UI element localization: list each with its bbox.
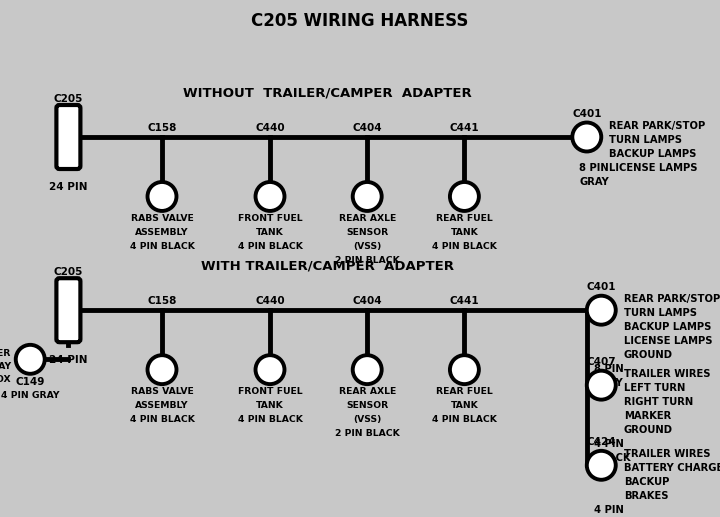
Circle shape [148,355,176,384]
Circle shape [353,182,382,211]
Text: BACKUP LAMPS: BACKUP LAMPS [624,322,711,332]
Text: SENSOR: SENSOR [346,401,388,410]
Text: 24 PIN: 24 PIN [49,182,88,192]
Text: BLACK: BLACK [594,453,631,463]
Text: C404: C404 [352,296,382,306]
Text: 4 PIN: 4 PIN [594,439,624,449]
Text: 4 PIN GRAY: 4 PIN GRAY [1,391,60,400]
Text: REAR AXLE: REAR AXLE [338,214,396,223]
Text: 4 PIN BLACK: 4 PIN BLACK [432,242,497,251]
Text: GROUND: GROUND [624,424,672,435]
Circle shape [256,355,284,384]
Circle shape [572,123,601,151]
Text: C158: C158 [148,296,176,306]
Text: FRONT FUEL: FRONT FUEL [238,214,302,223]
Circle shape [450,355,479,384]
Text: TANK: TANK [256,228,284,237]
Text: REAR PARK/STOP: REAR PARK/STOP [624,294,720,303]
Circle shape [148,182,176,211]
Text: 4 PIN BLACK: 4 PIN BLACK [238,242,302,251]
Text: GROUND: GROUND [624,349,672,360]
Text: C440: C440 [255,123,285,133]
Text: TRAILER WIRES: TRAILER WIRES [624,449,710,459]
Text: TANK: TANK [451,228,478,237]
Text: BOX: BOX [0,375,11,384]
Text: REAR PARK/STOP: REAR PARK/STOP [609,120,706,130]
Circle shape [256,182,284,211]
Text: GRAY: GRAY [594,378,624,388]
Circle shape [587,296,616,325]
Text: BATTERY CHARGE: BATTERY CHARGE [624,463,720,473]
Text: TURN LAMPS: TURN LAMPS [624,308,697,318]
Text: LEFT TURN: LEFT TURN [624,383,685,393]
Text: TANK: TANK [256,401,284,410]
Text: WITH TRAILER/CAMPER  ADAPTER: WITH TRAILER/CAMPER ADAPTER [201,260,454,273]
Text: C424: C424 [587,437,616,447]
Text: FRONT FUEL: FRONT FUEL [238,387,302,396]
Text: 8 PIN: 8 PIN [580,162,609,173]
Text: 8 PIN: 8 PIN [594,364,624,374]
Text: REAR FUEL: REAR FUEL [436,387,492,396]
Text: RABS VALVE: RABS VALVE [130,214,194,223]
Text: C401: C401 [587,282,616,292]
Text: ASSEMBLY: ASSEMBLY [135,228,189,237]
Text: 4 PIN BLACK: 4 PIN BLACK [432,415,497,424]
Text: 4 PIN: 4 PIN [594,505,624,515]
Text: C407: C407 [587,357,616,367]
Text: C440: C440 [255,296,285,306]
Text: ASSEMBLY: ASSEMBLY [135,401,189,410]
Text: C404: C404 [352,123,382,133]
Circle shape [450,182,479,211]
Text: GRAY: GRAY [580,176,609,187]
Text: MARKER: MARKER [624,410,671,421]
Text: TANK: TANK [451,401,478,410]
Text: TRAILER WIRES: TRAILER WIRES [624,369,710,378]
Text: C401: C401 [572,109,601,118]
Text: 4 PIN BLACK: 4 PIN BLACK [238,415,302,424]
Text: 2 PIN BLACK: 2 PIN BLACK [335,256,400,265]
FancyBboxPatch shape [56,278,81,342]
Circle shape [16,345,45,374]
FancyBboxPatch shape [56,105,81,169]
Text: BACKUP: BACKUP [624,477,669,487]
Circle shape [353,355,382,384]
Text: BACKUP LAMPS: BACKUP LAMPS [609,148,697,159]
Text: C441: C441 [449,296,480,306]
Text: 24 PIN: 24 PIN [49,355,88,365]
Text: BRAKES: BRAKES [624,491,668,501]
Text: RABS VALVE: RABS VALVE [130,387,194,396]
Text: TRAILER: TRAILER [0,349,11,358]
Text: C205 WIRING HARNESS: C205 WIRING HARNESS [251,12,469,30]
Text: C205: C205 [54,94,83,104]
Text: REAR AXLE: REAR AXLE [338,387,396,396]
Text: TURN LAMPS: TURN LAMPS [609,134,683,145]
Circle shape [587,371,616,400]
Text: 2 PIN BLACK: 2 PIN BLACK [335,429,400,438]
Circle shape [587,451,616,480]
Text: (VSS): (VSS) [353,242,382,251]
Text: C205: C205 [54,267,83,277]
Text: LICENSE LAMPS: LICENSE LAMPS [609,162,698,173]
Text: RELAY: RELAY [0,362,11,371]
Text: (VSS): (VSS) [353,415,382,424]
Text: SENSOR: SENSOR [346,228,388,237]
Text: C441: C441 [449,123,480,133]
Text: 4 PIN BLACK: 4 PIN BLACK [130,242,194,251]
Text: C158: C158 [148,123,176,133]
Text: 4 PIN BLACK: 4 PIN BLACK [130,415,194,424]
Text: REAR FUEL: REAR FUEL [436,214,492,223]
Text: WITHOUT  TRAILER/CAMPER  ADAPTER: WITHOUT TRAILER/CAMPER ADAPTER [183,86,472,100]
Text: LICENSE LAMPS: LICENSE LAMPS [624,336,712,346]
Text: RIGHT TURN: RIGHT TURN [624,397,693,407]
Text: C149: C149 [16,377,45,387]
